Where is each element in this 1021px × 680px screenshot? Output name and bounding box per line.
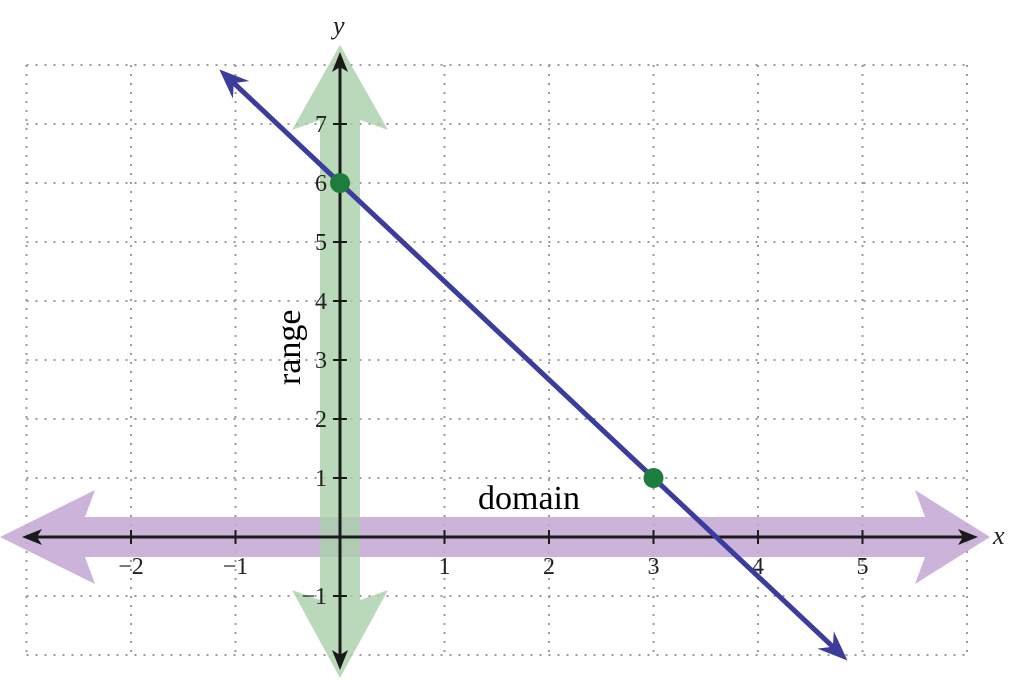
y-tick-label: 2 bbox=[315, 407, 327, 433]
line-arrow-end bbox=[817, 631, 848, 661]
y-tick-label: 1 bbox=[315, 466, 327, 492]
x-tick-label: −1 bbox=[223, 554, 249, 580]
points-layer bbox=[330, 173, 664, 488]
x-tick-label: 3 bbox=[648, 554, 660, 580]
y-tick-label: 4 bbox=[315, 289, 327, 315]
line-layer bbox=[219, 69, 848, 661]
x-axis-arrow-right bbox=[958, 529, 978, 545]
y-tick-label: 7 bbox=[315, 112, 327, 138]
axes bbox=[22, 52, 978, 670]
x-tick-label: 5 bbox=[857, 554, 869, 580]
x-tick-label: 1 bbox=[439, 554, 451, 580]
labels: x y domain range bbox=[271, 11, 1005, 550]
y-tick-label: 6 bbox=[315, 171, 327, 197]
y-axis-arrow-down bbox=[332, 650, 348, 670]
y-tick-label: 5 bbox=[315, 230, 327, 256]
line-arrow-start bbox=[219, 69, 250, 99]
range-label: range bbox=[271, 309, 308, 385]
x-tick-label: 2 bbox=[543, 554, 555, 580]
y-axis-label: y bbox=[330, 11, 345, 40]
function-line bbox=[223, 73, 844, 657]
data-point bbox=[643, 468, 664, 488]
x-axis-arrow-left bbox=[22, 529, 42, 545]
domain-label: domain bbox=[478, 480, 580, 517]
x-axis-label: x bbox=[992, 521, 1005, 550]
bands bbox=[0, 45, 990, 678]
y-tick-label: −1 bbox=[301, 584, 327, 610]
x-tick-label: −2 bbox=[118, 554, 144, 580]
grid bbox=[25, 64, 968, 656]
y-axis-arrow-up bbox=[332, 52, 348, 72]
y-tick-label: 3 bbox=[315, 348, 327, 374]
data-point bbox=[330, 173, 350, 193]
